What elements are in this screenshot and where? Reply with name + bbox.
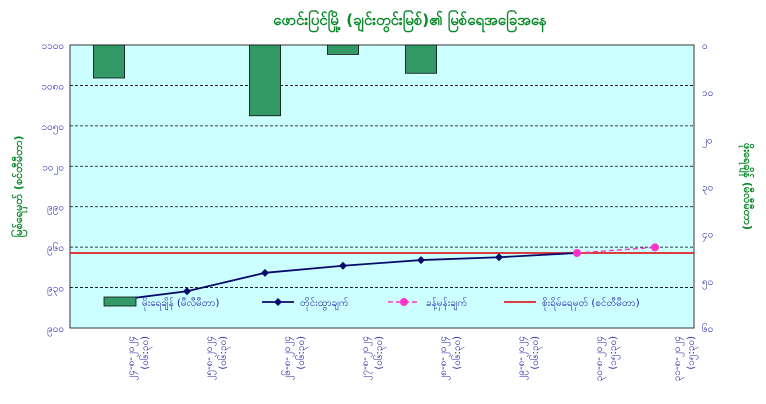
x-tick-label: ၂၉-၈-၂၀၂၄ (၀၆:၃၀) xyxy=(516,336,543,381)
rain-bar xyxy=(326,44,359,55)
observed-point xyxy=(183,287,191,296)
x-tick-time: (၀၆:၃၀) xyxy=(528,336,543,370)
x-tick-label: ၂၅-၈-၂၀၂၄ (၀၆:၃၀) xyxy=(204,336,231,381)
y-axis-left-label: မြစ်ရေမှတ် (စင်တီမီတာ) xyxy=(10,135,28,237)
left-axis-ticks: ၉၀၀ ၉၃၀ ၉၆၀ ၉၉၀ ၁၀၂၀ ၁၀၅၀ ၁၀၈၀ ၁၁၀၀ xyxy=(41,41,64,337)
left-tick-label: ၁၁၀၀ xyxy=(42,41,65,52)
legend-item: စိုးရိမ်ရေမှတ် (စင်တီမီတာ) xyxy=(504,296,640,311)
legend-swatch-marker xyxy=(274,298,282,306)
rain-bar xyxy=(93,44,126,79)
left-tick-label: ၉၉၀ xyxy=(47,203,64,216)
x-tick-date: ၃၀-၈-၂၀၂၄ xyxy=(594,336,607,381)
left-tick-label: ၁၀၅၀ xyxy=(42,122,65,135)
x-tick-time: (၁၅:၃၀) xyxy=(608,336,621,370)
forecast-point xyxy=(573,249,581,258)
right-tick-label: ၂၀ xyxy=(702,135,713,148)
x-tick-time: (၀၆:၃၀) xyxy=(372,336,387,370)
series-lines xyxy=(70,243,694,306)
x-tick-label: ၂၄-၈-၂၀၂၄ (၀၆:၃၀) xyxy=(126,336,153,381)
x-tick-label: ၃၁-၈-၂၀၂၄ (၁၅:၃၀) xyxy=(672,336,699,381)
x-tick-date: ၂၄-၈-၂၀၂၄ xyxy=(126,336,139,381)
left-tick-label: ၁၀၈၀ xyxy=(41,81,64,92)
chart-title: ဖောင်းပြင်မြို့ (ချင်းတွင်းမြစ်)၏ မြစ်ရေ… xyxy=(273,9,547,33)
legend-label: စိုးရိမ်ရေမှတ် (စင်တီမီတာ) xyxy=(542,296,640,311)
right-tick-label: ၄၀ xyxy=(702,230,713,243)
left-tick-label: ၁၀၂၀ xyxy=(42,162,64,175)
x-tick-date: ၂၅-၈-၂၀၂၄ xyxy=(204,336,217,381)
x-tick-date: ၃၁-၈-၂၀၂၄ xyxy=(672,336,685,381)
observed-point xyxy=(417,256,425,265)
right-tick-label: ၆၀ xyxy=(702,322,713,335)
observed-point xyxy=(495,253,503,262)
observed-point xyxy=(339,261,347,270)
forecast-line xyxy=(576,246,656,254)
right-tick-label: ၁၀ xyxy=(702,88,713,99)
x-tick-time: (၀၆:၃၀) xyxy=(450,336,465,370)
rain-bar xyxy=(404,44,437,74)
x-axis-ticks: ၂၄-၈-၂၀၂၄ (၀၆:၃၀) ၂၅-၈-၂၀၂၄ (၀၆:၃၀) ၂၆-၈-၂၀၂… xyxy=(126,336,699,381)
left-tick-label: ၉၃၀ xyxy=(47,284,64,297)
gridlines xyxy=(70,85,694,288)
legend-label: ခန့်မှန်းချက် xyxy=(426,296,467,311)
x-tick-time: (၀၆:၃၀) xyxy=(294,336,309,370)
legend: မိုးရေချိန် (မီလီမီတာ) တိုင်းထွာချက် ခန့်မ… xyxy=(103,296,640,311)
legend-label: တိုင်းထွာချက် xyxy=(300,296,349,311)
left-tick-label: ၉၆၀ xyxy=(47,241,64,256)
x-tick-date: ၂၆-၈-၂၀၂၄ xyxy=(280,336,295,381)
x-tick-label: ၂၈-၈-၂၀၂၄ (၀၆:၃၀) xyxy=(438,336,465,381)
x-tick-label: ၂၆-၈-၂၀၂၄ (၀၆:၃၀) xyxy=(280,336,309,381)
x-tick-date: ၂၉-၈-၂၀၂၄ xyxy=(516,336,529,381)
legend-label: မိုးရေချိန် (မီလီမီတာ) xyxy=(142,296,220,311)
legend-item: တိုင်းထွာချက် xyxy=(262,296,349,311)
x-tick-time: (၀၆:၃၀) xyxy=(138,336,153,370)
x-tick-label: ၃၀-၈-၂၀၂၄ (၁၅:၃၀) xyxy=(594,336,621,381)
rain-bar xyxy=(248,44,281,117)
right-tick-label: ၅၀ xyxy=(702,277,713,290)
x-tick-date: ၂၇-၈-၂၀၂၄ xyxy=(360,336,373,381)
legend-swatch-marker xyxy=(400,298,408,306)
legend-item: မိုးရေချိန် (မီလီမီတာ) xyxy=(103,296,220,311)
observed-point xyxy=(261,268,269,277)
x-tick-time: (၁၅:၃၀) xyxy=(686,336,699,370)
x-tick-time: (၀၆:၃၀) xyxy=(216,336,231,370)
forecast-point xyxy=(651,243,659,252)
legend-swatch-bar xyxy=(103,296,137,307)
x-tick-label: ၂၇-၈-၂၀၂၄ (၀၆:၃၀) xyxy=(360,336,387,381)
x-tick-date: ၂၈-၈-၂၀၂၄ xyxy=(438,336,451,381)
y-axis-right-label: ဖိုးရေချိန် (မီလီမီတာ) xyxy=(738,143,755,230)
rainfall-bars xyxy=(93,44,437,117)
right-tick-label: ၃၀ xyxy=(702,183,713,196)
plot-area xyxy=(69,44,695,329)
right-tick-label: ၀ xyxy=(702,41,708,52)
legend-item: ခန့်မှန်းချက် xyxy=(388,296,467,311)
left-tick-label: ၉၀၀ xyxy=(47,324,64,337)
